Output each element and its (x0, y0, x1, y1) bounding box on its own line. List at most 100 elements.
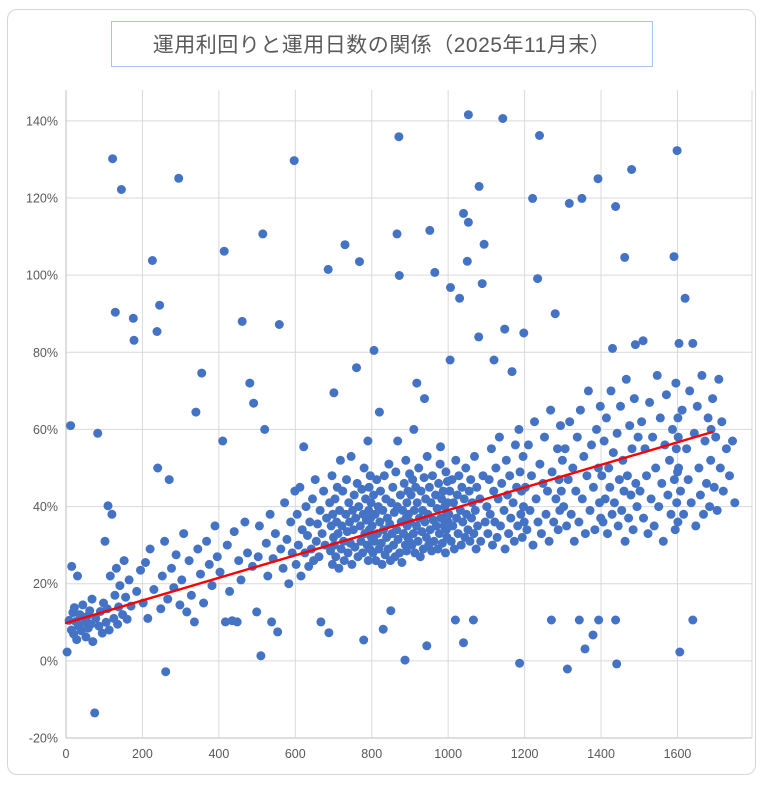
scatter-point (715, 463, 725, 473)
scatter-point (113, 619, 123, 629)
scatter-point (69, 603, 79, 613)
scatter-point (556, 486, 566, 496)
scatter-point (658, 536, 668, 546)
scatter-point (375, 517, 385, 527)
scatter-point (351, 513, 361, 523)
scatter-point (316, 617, 326, 627)
scatter-point (677, 405, 687, 415)
scatter-point (105, 571, 115, 581)
scatter-point (515, 467, 525, 477)
scatter-point (265, 509, 275, 519)
scatter-point (315, 505, 325, 515)
scatter-point (523, 440, 533, 450)
scatter-point (444, 509, 454, 519)
scatter-point (535, 459, 545, 469)
scatter-point (331, 552, 341, 562)
scatter-point (592, 424, 601, 434)
scatter-point (295, 482, 305, 492)
y-axis-tick-label: 60% (33, 423, 58, 437)
scatter-point (479, 239, 489, 249)
scatter-point (559, 502, 569, 512)
scatter-point (569, 536, 579, 546)
y-axis-tick-label: 100% (26, 269, 58, 283)
scatter-point (76, 626, 86, 636)
scatter-point (594, 615, 604, 625)
scatter-point (482, 502, 492, 512)
scatter-point (651, 463, 661, 473)
scatter-point (708, 394, 718, 404)
scatter-point (408, 529, 418, 539)
scatter-point (530, 417, 539, 427)
scatter-point (674, 463, 684, 473)
scatter-point (207, 581, 217, 591)
scatter-point (714, 374, 724, 384)
scatter-point (699, 509, 708, 519)
scatter-point (611, 202, 621, 211)
scatter-point (577, 494, 587, 504)
scatter-point (469, 529, 479, 539)
scatter-point (544, 536, 554, 546)
chart-title-box[interactable]: 運用利回りと運用日数の関係（2025年11月末） (111, 21, 653, 67)
scatter-point (337, 521, 347, 531)
scatter-point (614, 475, 624, 485)
scatter-point (236, 575, 246, 585)
scatter-point (633, 432, 643, 442)
scatter-point (510, 440, 520, 450)
scatter-point (646, 494, 656, 504)
scatter-point (253, 552, 263, 562)
scatter-point (87, 594, 97, 604)
scatter-point (107, 509, 117, 519)
scatter-point (628, 525, 638, 535)
scatter-point (458, 517, 468, 527)
x-axis-tick-label: 1000 (434, 747, 462, 761)
scatter-point (284, 579, 294, 589)
scatter-point (609, 498, 619, 508)
scatter-point (533, 274, 543, 284)
scatter-point (631, 478, 641, 488)
scatter-point (378, 624, 388, 634)
scatter-point (453, 529, 463, 539)
scatter-point (695, 490, 705, 500)
scatter-point (81, 632, 91, 642)
scatter-point (607, 509, 617, 519)
scatter-point (519, 502, 528, 512)
scatter-point (546, 615, 556, 625)
scatter-point (518, 451, 528, 461)
scatter-point (491, 463, 501, 473)
scatter-point (232, 617, 242, 627)
scatter-point (340, 240, 350, 250)
scatter-point (149, 585, 159, 594)
scatter-point (260, 424, 270, 434)
scatter-point (553, 525, 563, 535)
scatter-point (62, 647, 72, 657)
scatter-point (317, 529, 327, 539)
scatter-point (441, 525, 451, 535)
chart-area[interactable] (7, 9, 756, 775)
scatter-point (536, 529, 546, 539)
scatter-point (186, 590, 196, 600)
scatter-point (344, 498, 354, 508)
scatter-point (519, 328, 529, 338)
scatter-point (551, 494, 561, 504)
scatter-point (673, 432, 683, 442)
x-axis-tick-label: 800 (361, 747, 382, 761)
scatter-point (301, 502, 311, 512)
scatter-point (642, 471, 651, 481)
scatter-point (691, 521, 701, 531)
scatter-point (605, 482, 615, 492)
scatter-point (328, 509, 338, 519)
scatter-point (355, 521, 365, 531)
scatter-point (330, 494, 340, 504)
scatter-point (627, 165, 637, 174)
scatter-point (494, 432, 504, 442)
x-axis-tick-label: 200 (132, 747, 153, 761)
scatter-point (329, 388, 339, 398)
scatter-point (422, 641, 432, 651)
scatter-point (574, 615, 584, 625)
scatter-point (155, 300, 165, 310)
scatter-point (669, 475, 679, 485)
scatter-point (204, 559, 214, 569)
scatter-point (343, 548, 353, 558)
scatter-point (406, 490, 416, 500)
